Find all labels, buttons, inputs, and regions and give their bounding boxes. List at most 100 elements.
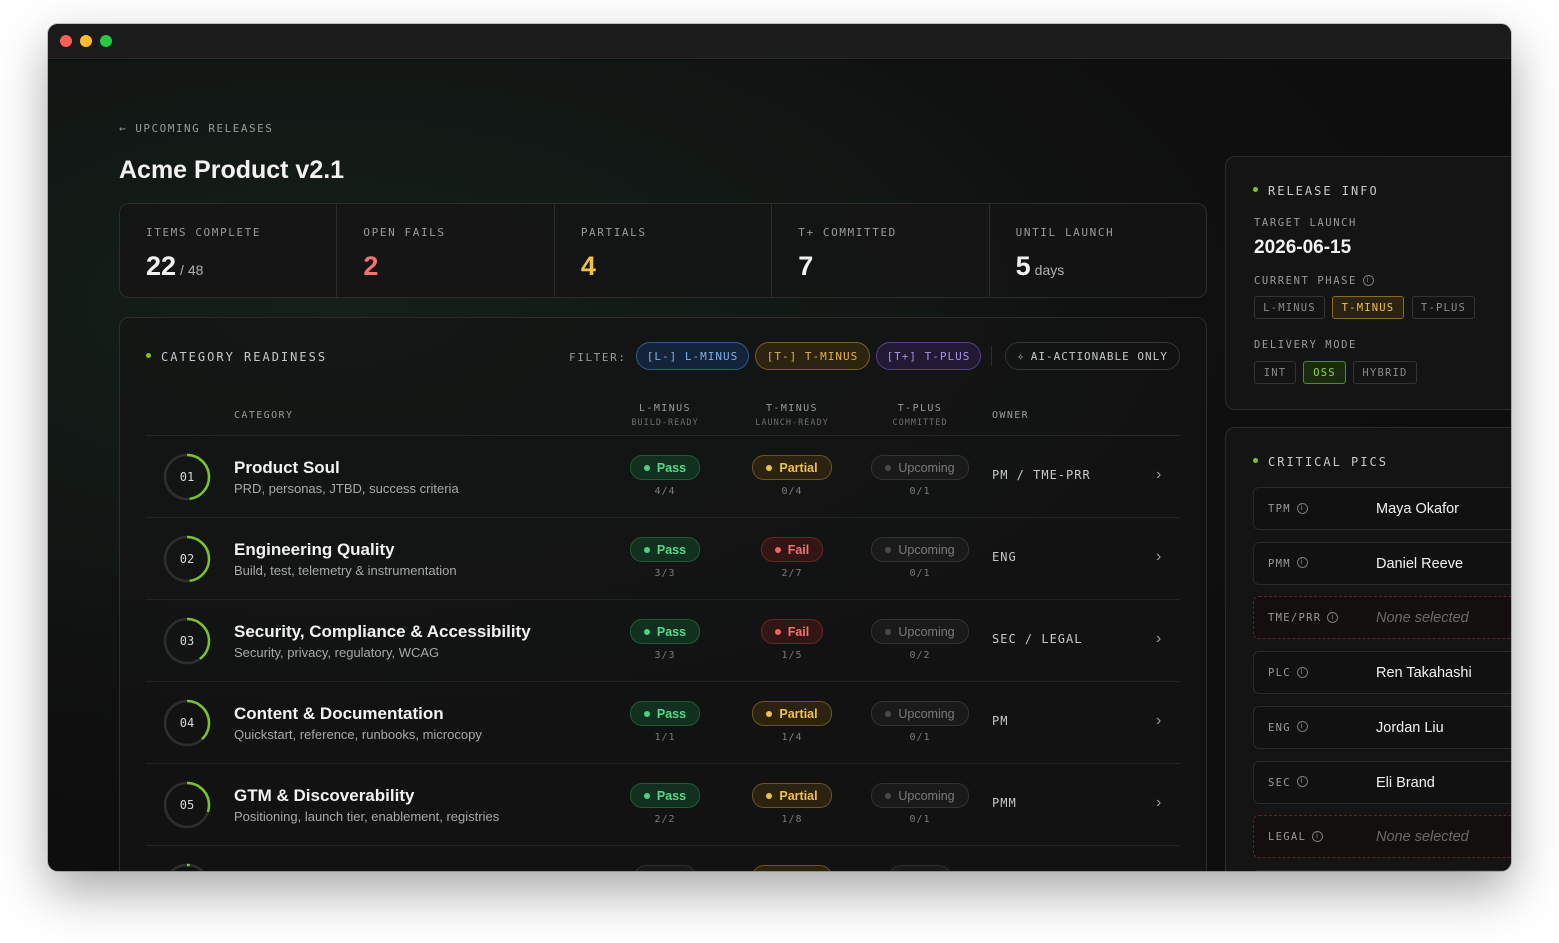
info-icon[interactable]: i bbox=[1312, 830, 1324, 842]
status-badge[interactable]: Pass bbox=[629, 701, 701, 726]
pic-row[interactable]: ENG i Jordan Liu bbox=[1253, 705, 1511, 749]
status-badge[interactable]: Fail bbox=[760, 619, 824, 644]
chevron-right-icon[interactable]: › bbox=[1156, 630, 1162, 647]
chevron-right-icon[interactable]: › bbox=[1156, 548, 1162, 565]
status-badge[interactable]: Upcoming bbox=[871, 537, 969, 562]
stat-suffix: / 48 bbox=[180, 262, 204, 278]
status-badge[interactable]: Pass bbox=[629, 619, 701, 644]
delivery-mode-option[interactable]: OSS bbox=[1303, 361, 1346, 384]
status-badge[interactable]: Upcoming bbox=[871, 619, 969, 644]
status-cell-t: Fail 1/5 bbox=[737, 619, 847, 661]
progress-ring bbox=[163, 699, 211, 747]
info-icon[interactable]: i bbox=[1296, 502, 1308, 514]
status-badge[interactable]: Pass bbox=[629, 783, 701, 808]
pic-row[interactable]: LEGAL i None selected bbox=[1253, 815, 1511, 859]
status-badge[interactable]: Upcoming bbox=[871, 783, 969, 808]
table-row[interactable]: 07External Reviews:Processes to launch a… bbox=[146, 846, 1180, 871]
info-icon[interactable]: i bbox=[1327, 611, 1339, 623]
phase-option[interactable]: T-MINUS bbox=[1332, 296, 1404, 319]
category-title: Security, Compliance & Accessibility bbox=[234, 622, 531, 641]
status-badge[interactable]: Partial bbox=[752, 455, 832, 480]
status-count: 2/2 bbox=[654, 814, 676, 825]
info-icon[interactable]: i bbox=[1296, 557, 1308, 569]
owner: PM / TME-PRR bbox=[992, 468, 1091, 482]
status-dot-icon bbox=[774, 546, 781, 553]
chevron-right-icon[interactable]: › bbox=[1156, 712, 1162, 729]
pic-name: None selected bbox=[1376, 610, 1469, 627]
info-icon[interactable]: i bbox=[1296, 721, 1308, 733]
minimize-window-button[interactable] bbox=[80, 35, 92, 47]
info-icon[interactable]: i bbox=[1296, 666, 1308, 678]
table-row[interactable]: 05 GTM & Discoverability Positioning, laun… bbox=[146, 764, 1180, 846]
delivery-mode-option[interactable]: HYBRID bbox=[1353, 361, 1417, 384]
filter-t-plus[interactable]: [T+] T-PLUS bbox=[876, 342, 981, 370]
status-badge[interactable]: Pass bbox=[629, 455, 701, 480]
phase-option[interactable]: L-MINUS bbox=[1254, 296, 1325, 319]
category-title: GTM & Discoverability bbox=[234, 786, 415, 805]
status-badge[interactable]: Pass bbox=[629, 537, 701, 562]
main-content: ← UPCOMING RELEASES Acme Product v2.1 IT… bbox=[48, 60, 1511, 871]
col-l-minus: L-MINUS BUILD-READY bbox=[610, 403, 720, 428]
col-owner: OWNER bbox=[992, 410, 1030, 421]
maximize-window-button[interactable] bbox=[100, 35, 112, 47]
status-cell-l: Pass 4/4 bbox=[610, 455, 720, 497]
status-dot-icon bbox=[643, 710, 650, 717]
stat-number: 7 bbox=[798, 251, 814, 281]
filter-ai-actionable[interactable]: ✧ AI-ACTIONABLE ONLY bbox=[1005, 342, 1180, 370]
status-badge[interactable]: Partial bbox=[752, 701, 832, 726]
pic-row[interactable]: TPM i Maya Okafor bbox=[1253, 487, 1511, 530]
status-badge[interactable]: Upcoming bbox=[871, 455, 969, 480]
delivery-mode-option[interactable]: INT bbox=[1254, 361, 1296, 384]
table-row[interactable]: 02 Engineering Quality Build, test, teleme… bbox=[146, 518, 1180, 600]
status-badge[interactable]: N/A bbox=[889, 865, 951, 871]
pic-row[interactable]: PLC i Ren Takahashi bbox=[1253, 651, 1511, 695]
status-badge[interactable]: Partial bbox=[752, 865, 832, 871]
table-row[interactable]: 04 Content & Documentation Quickstart, ref… bbox=[146, 682, 1180, 764]
close-window-button[interactable] bbox=[60, 35, 72, 47]
status-badge[interactable]: N/A bbox=[634, 865, 696, 871]
status-label: Upcoming bbox=[898, 788, 955, 803]
chevron-right-icon[interactable]: › bbox=[1156, 794, 1162, 811]
status-label: Pass bbox=[656, 706, 687, 721]
pic-name: Eli Brand bbox=[1376, 774, 1435, 791]
status-label: Upcoming bbox=[898, 706, 955, 721]
stat-card: UNTIL LAUNCH 5 days bbox=[990, 204, 1206, 297]
status-cell-p: Upcoming 0/1 bbox=[865, 783, 975, 825]
status-dot-icon bbox=[643, 546, 650, 553]
status-count: 0/1 bbox=[909, 486, 931, 497]
status-dot-icon bbox=[643, 792, 650, 799]
status-dot-icon bbox=[885, 628, 892, 635]
status-cell-l: Pass 3/3 bbox=[610, 619, 720, 661]
status-cell-p: N/A bbox=[865, 865, 975, 871]
back-link[interactable]: ← UPCOMING RELEASES bbox=[119, 122, 274, 135]
status-dot-icon bbox=[643, 628, 650, 635]
pic-role: TME/PRR i bbox=[1268, 611, 1339, 624]
status-badge[interactable]: Partial bbox=[752, 783, 832, 808]
progress-ring bbox=[163, 535, 211, 583]
pic-row[interactable]: OSRBiSven Aalto bbox=[1253, 869, 1511, 871]
chevron-right-icon[interactable]: › bbox=[1156, 466, 1162, 483]
pic-name: Ren Takahashi bbox=[1376, 665, 1472, 682]
status-count: 3/3 bbox=[654, 650, 676, 661]
filter-t-minus[interactable]: [T-] T-MINUS bbox=[755, 342, 870, 370]
info-icon[interactable]: i bbox=[1296, 776, 1308, 787]
pic-role: SEC i bbox=[1268, 776, 1308, 789]
status-count: 1/1 bbox=[654, 732, 676, 743]
phase-option[interactable]: T-PLUS bbox=[1412, 296, 1475, 319]
filter-l-minus[interactable]: [L-] L-MINUS bbox=[636, 342, 749, 370]
current-phase-label-text: CURRENT PHASE bbox=[1254, 275, 1357, 287]
status-badge[interactable]: Upcoming bbox=[871, 701, 969, 726]
info-icon[interactable]: i bbox=[1362, 274, 1374, 286]
pic-row[interactable]: PMM i Daniel Reeve bbox=[1253, 541, 1511, 585]
table-row[interactable]: 01 Product Soul PRD, personas, JTBD, succe… bbox=[146, 436, 1180, 518]
table-row[interactable]: 03 Security, Compliance & Accessibility Se… bbox=[146, 600, 1180, 682]
category-number: 03 bbox=[179, 634, 195, 648]
stat-card: T+ COMMITTED 7 bbox=[772, 204, 990, 297]
pic-role: PMM i bbox=[1268, 557, 1308, 570]
progress-ring-fill bbox=[163, 781, 211, 829]
pic-row[interactable]: SEC i Eli Brand bbox=[1253, 760, 1511, 804]
stat-number: 5 bbox=[1015, 251, 1031, 281]
col-t-minus-sub: LAUNCH-READY bbox=[755, 418, 829, 428]
pic-row[interactable]: TME/PRR i None selected bbox=[1253, 596, 1511, 640]
status-badge[interactable]: Fail bbox=[760, 537, 824, 562]
